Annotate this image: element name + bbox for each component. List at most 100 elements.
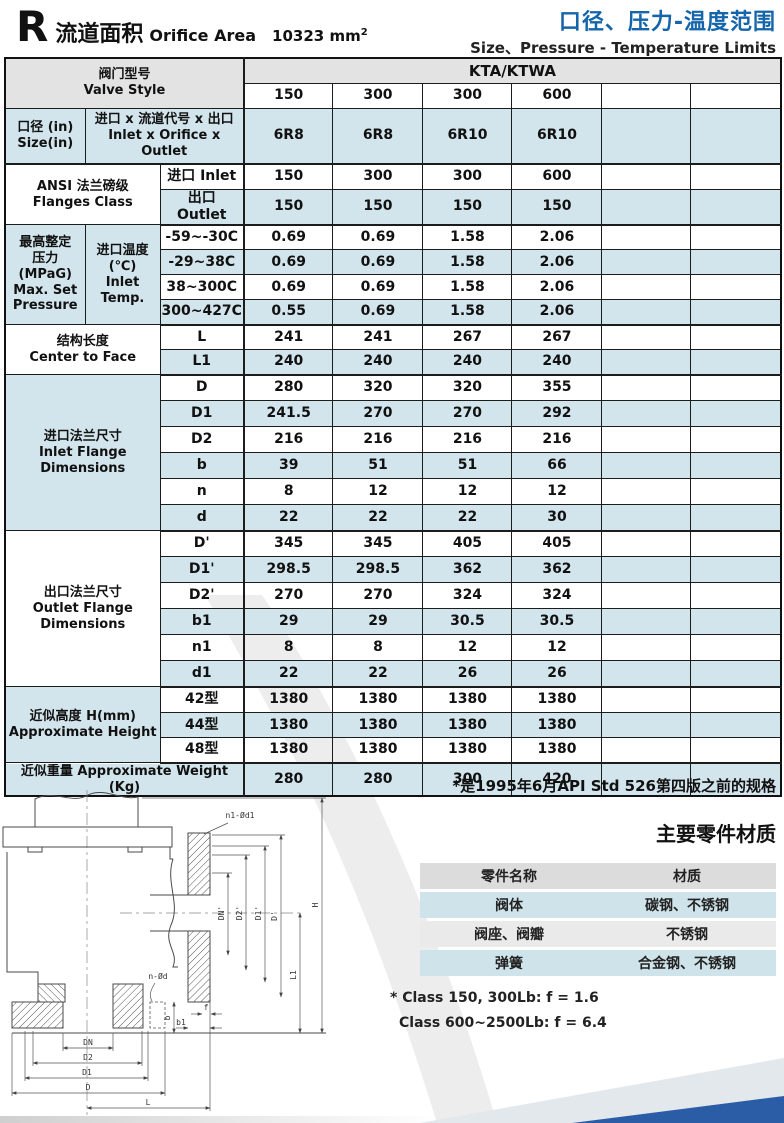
spec-cell: 0.69 [332,224,424,251]
spec-cell [601,107,692,165]
materials-cell: 碳钢、不锈钢 [645,898,729,914]
spec-cell [601,608,692,636]
row-label: 进口 Inlet [159,163,245,190]
spec-cell: 12 [422,478,513,506]
spec-cell [690,107,782,165]
spec-cell: 1380 [422,686,513,714]
spec-cell: 300 [422,163,513,190]
spec-cell: 324 [511,582,603,610]
spec-cell: 1380 [243,737,334,764]
spec-cell: 1380 [243,712,334,739]
dimension-lines [11,797,326,1111]
spec-cell: 0.69 [243,249,334,276]
spec-cell [601,478,692,506]
spec-cell: 1.58 [422,224,513,251]
dim-label: n1-Ød1 [226,810,255,820]
materials-row: 弹簧 合金钢、不锈钢 [420,950,776,976]
spec-cell: 29 [332,608,424,636]
spec-cell: 29 [243,608,334,636]
spec-cell: 240 [332,349,424,376]
api-footnote: *是1995年6月API Std 526第四版之前的规格 [452,777,776,795]
row-label: b [159,452,245,480]
spec-cell: 150 [243,188,334,226]
spec-cell: 216 [243,426,334,454]
orifice-area-label-cn: 流道面积 [55,22,144,47]
spec-cell: 150 [243,82,334,109]
section-label: 近似重量 Approximate Weight (Kg) [4,762,245,797]
spec-cell: 1.58 [422,274,513,301]
spec-cell [690,530,782,558]
spec-cell: 241 [332,324,424,351]
spec-cell: 300 [332,82,424,109]
spec-cell [601,324,692,351]
row-label: D [159,374,245,402]
dimension-labels: n1-Ød1 DN' D2' D1' D' H L1 n-Ød b f b1 DN D2 D1 D L [82,810,320,1107]
spec-cell: 241 [243,324,334,351]
section-label: 近似高度 H(mm) Approximate Height [4,686,161,764]
spec-cell: 51 [422,452,513,480]
spec-cell: 22 [243,504,334,532]
spec-cell: 39 [243,452,334,480]
spec-cell: 6R8 [332,107,424,165]
spec-cell [690,478,782,506]
spec-cell [690,274,782,301]
spec-cell: 216 [422,426,513,454]
page-header-left: R 流道面积 Orifice Area 10323 mm2 [16,6,368,48]
section-label: 口径 (in) Size(in) [4,107,86,165]
spec-cell [601,224,692,251]
spec-cell [601,737,692,764]
materials-row: 阀座、阀瓣 不锈钢 [420,921,776,947]
spec-cell [601,556,692,584]
dim-label: L [146,1098,151,1107]
spec-cell [690,582,782,610]
spec-cell [601,634,692,662]
spec-cell [690,660,782,688]
spec-cell: 6R10 [511,107,603,165]
spec-cell [690,82,782,109]
spec-cell: 241.5 [243,400,334,428]
dim-label: D1 [82,1068,92,1077]
dim-label: D' [270,911,279,921]
spec-cell [690,504,782,532]
spec-cell: 26 [511,660,603,688]
row-label: 300~427C [159,299,245,326]
spec-cell [601,660,692,688]
materials-cell: 合金钢、不锈钢 [638,956,736,972]
spec-cell: KTA/KTWA [243,57,782,84]
dim-label: D2 [83,1053,93,1062]
dim-label: DN [83,1038,93,1047]
spec-cell [690,249,782,276]
spec-cell [690,762,782,797]
spec-cell: 600 [511,82,603,109]
spec-cell [690,556,782,584]
materials-row: 阀体 碳钢、不锈钢 [420,892,776,918]
section-label: 阀门型号 Valve Style [4,57,245,109]
spec-cell: 345 [243,530,334,558]
row-label: b1 [159,608,245,636]
spec-cell: 267 [422,324,513,351]
spec-cell [690,299,782,326]
spec-cell: 30.5 [511,608,603,636]
spec-cell: 22 [422,504,513,532]
spec-cell [690,452,782,480]
spec-cell: 300 [422,82,513,109]
class-note-1: * Class 150, 300Lb: f = 1.6 [390,990,599,1006]
footer-blue-swoosh [572,1096,784,1123]
spec-cell: 405 [511,530,603,558]
spec-cell: 2.06 [511,224,603,251]
spec-cell: 270 [243,582,334,610]
spec-cell: 1380 [332,712,424,739]
section-label: 进口 x 流道代号 x 出口 Inlet x Orifice x Outlet [84,107,245,165]
spec-cell [601,188,692,226]
spec-cell: 300 [422,762,513,797]
spec-cell: 240 [511,349,603,376]
spec-cell: 1380 [332,686,424,714]
spec-cell: 1.58 [422,249,513,276]
row-label: D1' [159,556,245,584]
section-label: 进口温度 (℃) Inlet Temp. [84,224,161,326]
materials-cell: 零件名称 [481,869,537,885]
orifice-area-label-en: Orifice Area [149,26,257,45]
spec-cell: 8 [332,634,424,662]
spec-cell [601,712,692,739]
footer-light-band [420,1058,784,1123]
